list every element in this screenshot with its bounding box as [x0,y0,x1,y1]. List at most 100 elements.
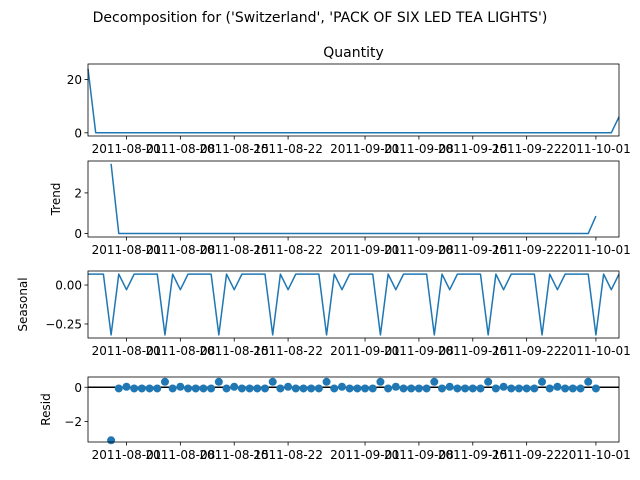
x-tick-label: 2011-09-08 [384,448,454,462]
resid-point [253,384,262,393]
resid-point [176,382,185,391]
resid-point [414,384,423,393]
x-tick-label: 2011-09-01 [330,448,400,462]
x-tick-label: 2011-09-08 [384,142,454,156]
resid-point [237,384,246,393]
resid-point [145,384,154,393]
subplot-4: −2 0 2011-08-012011-08-082011-08-152011-08… [39,376,631,462]
x-tick-label: 2011-10-01 [561,344,631,358]
x-tick-label: 2011-09-15 [438,448,508,462]
resid-point [307,384,316,393]
resid-point [107,436,116,445]
resid-point [491,384,500,393]
resid-point [168,384,177,393]
x-tick-label: 2011-09-15 [438,344,508,358]
x-tick-label: 2011-08-15 [199,448,269,462]
resid-point [391,382,400,391]
resid-point [499,382,508,391]
x-tick-label: 2011-10-01 [561,243,631,257]
y-tick-label: 0 [74,381,82,395]
y-axis-label: Seasonal [16,277,30,331]
resid-point [538,377,547,386]
axes-frame [87,270,620,339]
resid-point [445,382,454,391]
resid-point [322,377,331,386]
axes-frame [87,160,620,238]
x-tick-label: 2011-08-22 [253,448,323,462]
y-tick-label: 0 [74,227,82,241]
subplot-3: −0.250.002011-08-012011-08-082011-08-152… [16,270,631,358]
x-tick-label: 2011-09-08 [384,243,454,257]
y-tick-label: 0.00 [55,279,82,293]
x-tick-label: 2011-08-22 [253,344,323,358]
x-tick-label: 2011-10-01 [561,142,631,156]
resid-point [568,384,577,393]
resid-point [407,384,416,393]
resid-point [514,384,523,393]
x-tick-label: 2011-09-15 [438,142,508,156]
resid-point [384,384,393,393]
resid-point [584,377,593,386]
resid-point [299,384,308,393]
resid-point [484,377,493,386]
x-tick-label: 2011-09-01 [330,142,400,156]
seasonal-line [88,273,620,336]
resid-point [522,384,531,393]
y-tick-label: −0.25 [45,317,82,331]
axes-frame [87,63,620,137]
x-tick-label: 2011-08-01 [92,142,162,156]
resid-point [130,384,139,393]
resid-point [438,384,446,393]
resid-point [561,384,570,393]
subplot-2: 0 2 2011-08-012011-08-082011-08-152011-08-… [49,160,631,257]
y-axis-label: Resid [39,393,53,425]
resid-point [461,384,470,393]
x-tick-label: 2011-09-01 [330,344,400,358]
x-tick-label: 2011-10-01 [561,448,631,462]
x-tick-label: 2011-09-22 [492,448,562,462]
x-tick-label: 2011-08-22 [253,243,323,257]
x-tick-label: 2011-09-08 [384,344,454,358]
x-tick-label: 2011-08-01 [92,243,162,257]
resid-point [530,384,539,393]
resid-point [368,384,377,393]
resid-point [268,377,277,386]
figure-title: Decomposition for ('Switzerland', 'PACK … [93,10,548,26]
x-tick-label: 2011-09-22 [492,142,562,156]
resid-point [353,384,362,393]
resid-point [160,377,169,386]
x-tick-label: 2011-08-15 [199,243,269,257]
resid-point [207,384,216,393]
trend-line [110,163,597,235]
resid-point [222,384,231,393]
resid-point [468,384,477,393]
y-tick-label: 20 [67,73,82,87]
resid-point [184,384,193,393]
resid-point [376,377,385,386]
resid-point [122,382,131,391]
resid-point [361,384,370,393]
y-tick-label: 2 [74,186,82,200]
resid-point [591,384,600,393]
x-tick-label: 2011-09-01 [330,243,400,257]
resid-point [276,384,285,393]
resid-point [114,384,123,393]
x-tick-label: 2011-08-01 [92,448,162,462]
resid-point [345,384,354,393]
x-tick-label: 2011-08-08 [145,448,215,462]
subplot-stack: 0202011-08-012011-08-082011-08-152011-08… [16,45,631,462]
resid-point [284,382,293,391]
resid-point [337,382,346,391]
y-tick-label: 0 [74,126,82,140]
subplot-title: Quantity [323,45,384,61]
resid-point [214,377,223,386]
resid-point [330,384,339,393]
subplot-1: 0 20 2011-08-012011-08-082011-08-152011-08… [67,45,631,156]
resid-point [191,384,200,393]
x-tick-label: 2011-08-08 [145,243,215,257]
resid-point [430,377,439,386]
resid-point [199,384,208,393]
resid-point [476,384,485,393]
resid-point [576,384,585,393]
